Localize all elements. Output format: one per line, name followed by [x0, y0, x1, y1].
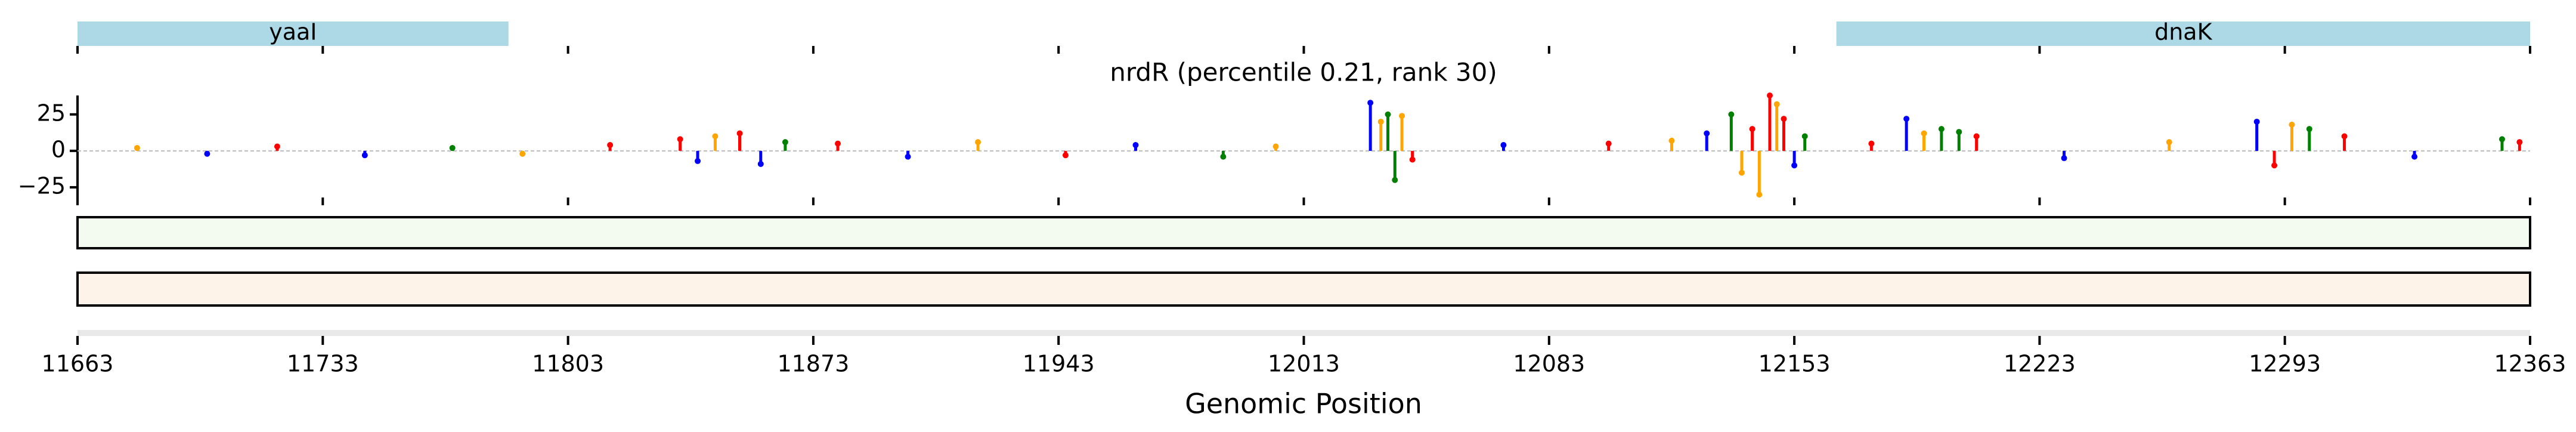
contribution-tip — [1272, 143, 1279, 150]
heatmap-track-orange — [76, 271, 2531, 307]
contribution-tip — [1704, 130, 1710, 137]
y-tick-label: 25 — [37, 100, 66, 126]
contribution-tip — [361, 152, 368, 159]
contribution-tip — [1728, 111, 1735, 118]
contribution-tip — [905, 153, 911, 160]
contribution-tip — [449, 144, 456, 151]
contribution-tip — [1500, 142, 1507, 149]
contribution-tip — [2061, 155, 2067, 162]
x-tick-label: 12293 — [2249, 351, 2321, 377]
x-tick-label: 11943 — [1023, 351, 1095, 377]
contribution-tip — [2306, 126, 2312, 132]
contribution-tip — [1399, 113, 1405, 119]
contribution-tip — [607, 142, 614, 149]
contribution-tip — [712, 133, 719, 140]
contribution-tip — [2271, 162, 2278, 169]
contribution-tip — [1062, 152, 1069, 159]
contribution-tip — [519, 150, 526, 157]
contribution-tip — [1367, 100, 1374, 106]
contribution-tip — [1868, 140, 1875, 147]
y-tick-label: −25 — [18, 172, 66, 199]
heatmap-track-green — [76, 216, 2531, 249]
x-tick-label: 12153 — [1758, 351, 1831, 377]
contribution-tip — [1392, 177, 1398, 183]
contribution-tip — [1766, 92, 1773, 98]
sequence-row — [78, 330, 2530, 336]
gene-bar — [78, 21, 509, 46]
contribution-tip — [1781, 116, 1787, 122]
contribution-tip — [2253, 118, 2260, 125]
contribution-tip — [2341, 133, 2348, 140]
x-tick-label: 11733 — [287, 351, 359, 377]
contribution-tip — [1938, 126, 1945, 132]
contribution-tip — [835, 140, 841, 147]
x-tick-label: 11803 — [532, 351, 604, 377]
contribution-tip — [1903, 116, 1910, 122]
contribution-tip — [274, 143, 280, 150]
contribution-tip — [204, 150, 210, 157]
chart-title: nrdR (percentile 0.21, rank 30) — [1110, 58, 1497, 87]
contribution-tip — [2498, 136, 2505, 143]
contribution-tip — [1668, 137, 1675, 144]
contribution-tip — [782, 139, 788, 146]
x-axis-label: Genomic Position — [1185, 388, 1422, 420]
contribution-tip — [1220, 153, 1227, 160]
x-tick-label: 12363 — [2494, 351, 2566, 377]
contribution-tip — [1773, 101, 1780, 107]
contribution-tip — [1132, 142, 1139, 149]
x-tick-label: 12013 — [1268, 351, 1340, 377]
contribution-tip — [1791, 162, 1798, 169]
contribution-tip — [1749, 126, 1755, 132]
contribution-tip — [1973, 133, 1980, 140]
contribution-tip — [1921, 130, 1927, 137]
contribution-tip — [757, 161, 764, 167]
x-tick-label: 11873 — [777, 351, 849, 377]
contribution-tip — [2411, 153, 2418, 160]
contribution-tip — [677, 136, 683, 143]
contribution-tip — [1385, 111, 1391, 118]
contribution-tip — [736, 130, 743, 137]
contribution-tip — [2166, 139, 2172, 146]
contribution-tip — [1756, 192, 1763, 198]
y-tick-label: 0 — [51, 136, 66, 162]
gene-label: yaaI — [269, 19, 317, 45]
contribution-tip — [1738, 169, 1745, 176]
contribution-tip — [975, 139, 982, 146]
gene-label: dnaK — [2154, 19, 2212, 45]
contribution-tip — [1605, 140, 1612, 147]
contribution-tip — [2289, 121, 2295, 128]
x-tick-label: 11663 — [42, 351, 114, 377]
contribution-tip — [695, 158, 701, 164]
contribution-tip — [1956, 129, 1962, 135]
gene-bar — [1836, 21, 2530, 46]
contribution-tip — [2516, 139, 2523, 146]
x-tick-label: 12083 — [1513, 351, 1585, 377]
contribution-tip — [1801, 133, 1808, 140]
contribution-tip — [1409, 156, 1416, 163]
contribution-tip — [1377, 118, 1384, 125]
x-tick-label: 12223 — [2004, 351, 2076, 377]
contribution-tip — [134, 144, 140, 151]
